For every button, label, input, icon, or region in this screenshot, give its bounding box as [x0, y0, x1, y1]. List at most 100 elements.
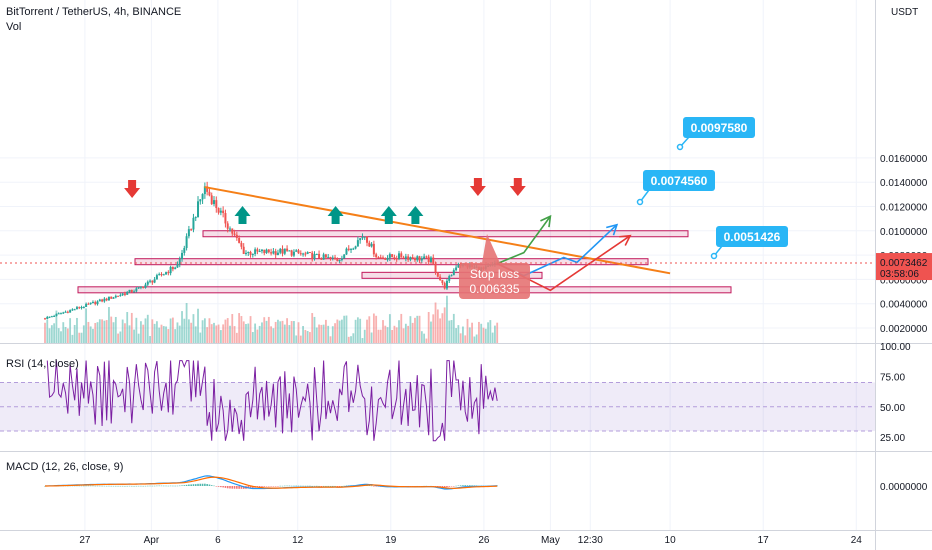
- macd-histogram-bar: [306, 485, 309, 487]
- volume-bar: [53, 323, 56, 343]
- volume-bar: [217, 324, 220, 343]
- macd-histogram-bar: [258, 486, 261, 488]
- volume-bar: [496, 322, 499, 343]
- volume-bar: [478, 321, 480, 343]
- target-callout-3: 0.0051426: [710, 226, 788, 260]
- volume-bar: [293, 321, 295, 343]
- candle-body: [194, 217, 197, 219]
- macd-histogram-bar: [443, 486, 446, 488]
- candle-body: [233, 233, 236, 235]
- volume-bar: [409, 316, 412, 343]
- target-callout-1: 0.0097580: [676, 117, 755, 151]
- candle-body: [270, 252, 273, 254]
- candle-body: [297, 250, 300, 254]
- volume-bar: [171, 317, 174, 343]
- candle-body: [411, 257, 414, 259]
- volume-bar: [57, 328, 60, 343]
- macd-histogram-bar: [231, 486, 234, 489]
- volume-label: Vol: [6, 21, 22, 33]
- candle-body: [379, 257, 382, 259]
- volume-bar: [178, 325, 181, 343]
- volume-bar: [96, 322, 99, 343]
- volume-bar: [66, 328, 69, 343]
- macd-histogram-bar: [261, 486, 263, 487]
- candle-body: [377, 257, 380, 259]
- candle-body: [302, 253, 305, 255]
- volume-bar: [350, 336, 352, 343]
- macd-histogram-bar: [453, 486, 455, 487]
- volume-bar: [263, 317, 266, 343]
- candle-body: [306, 252, 309, 254]
- volume-bar: [185, 303, 188, 343]
- candle-body: [228, 228, 231, 230]
- macd-histogram-bar: [126, 485, 129, 487]
- countdown-text: 03:58:06: [880, 269, 919, 280]
- macd-histogram-bar: [242, 486, 245, 489]
- macd-histogram-bar: [473, 485, 476, 486]
- volume-bar: [356, 317, 359, 343]
- candle-body: [155, 275, 158, 280]
- time-tick-label: 12: [292, 535, 304, 546]
- volume-bar: [190, 322, 193, 343]
- candle-body: [418, 256, 421, 261]
- midrange-zone: [134, 258, 649, 266]
- candle-body: [448, 276, 451, 281]
- macd-histogram-bar: [226, 486, 229, 489]
- macd-histogram-bar: [309, 485, 311, 487]
- macd-histogram-bar: [105, 485, 108, 487]
- volume-bar: [169, 318, 172, 343]
- candle-body: [123, 293, 126, 295]
- macd-histogram-bar: [336, 486, 339, 487]
- volume-bar: [443, 307, 446, 343]
- volume-bar: [187, 319, 190, 343]
- macd-histogram-bar: [172, 485, 174, 487]
- volume-bar: [160, 324, 163, 343]
- macd-histogram-bar: [73, 485, 76, 487]
- candle-body: [292, 251, 295, 256]
- volume-bar: [299, 335, 302, 343]
- candle-body: [244, 252, 247, 254]
- candle-body: [117, 295, 120, 297]
- candle-body: [165, 272, 168, 275]
- candle-body: [315, 253, 318, 255]
- candle-body: [260, 249, 263, 252]
- volume-bar: [398, 320, 400, 343]
- volume-bar: [162, 326, 165, 343]
- candle-body: [201, 194, 204, 200]
- macd-histogram-bar: [174, 485, 176, 487]
- macd-histogram-bar: [446, 486, 448, 488]
- candle-body: [318, 253, 321, 259]
- buy-signal-arrow: [380, 206, 397, 224]
- candle-body: [238, 237, 241, 243]
- candle-body: [85, 303, 88, 307]
- candle-body: [391, 254, 394, 258]
- volume-bar: [297, 322, 300, 343]
- volume-bar: [167, 329, 170, 343]
- macd-histogram-bar: [108, 485, 110, 487]
- volume-bar: [226, 318, 229, 343]
- candle-body: [272, 251, 275, 254]
- candle-body: [334, 257, 337, 259]
- volume-bar: [462, 326, 464, 343]
- volume-bar: [71, 334, 74, 343]
- macd-histogram-bar: [185, 484, 188, 486]
- volume-bar: [69, 318, 72, 343]
- candle-body: [94, 302, 97, 305]
- current-price-text: 0.0073462: [880, 258, 928, 269]
- macd-histogram-bar: [87, 485, 90, 487]
- candle-body: [139, 286, 142, 288]
- volume-bar: [215, 325, 218, 343]
- macd-histogram-bar: [299, 485, 302, 487]
- candle-body: [185, 236, 188, 248]
- candle-body: [103, 298, 106, 302]
- candle-body: [107, 296, 110, 301]
- candle-body: [338, 260, 341, 262]
- volume-bar: [124, 323, 126, 343]
- volume-bar: [304, 329, 307, 343]
- volume-bar: [459, 333, 462, 343]
- candle-body: [167, 272, 170, 274]
- macd-histogram-bar: [160, 485, 163, 487]
- volume-bar: [133, 329, 135, 343]
- candle-body: [304, 253, 307, 255]
